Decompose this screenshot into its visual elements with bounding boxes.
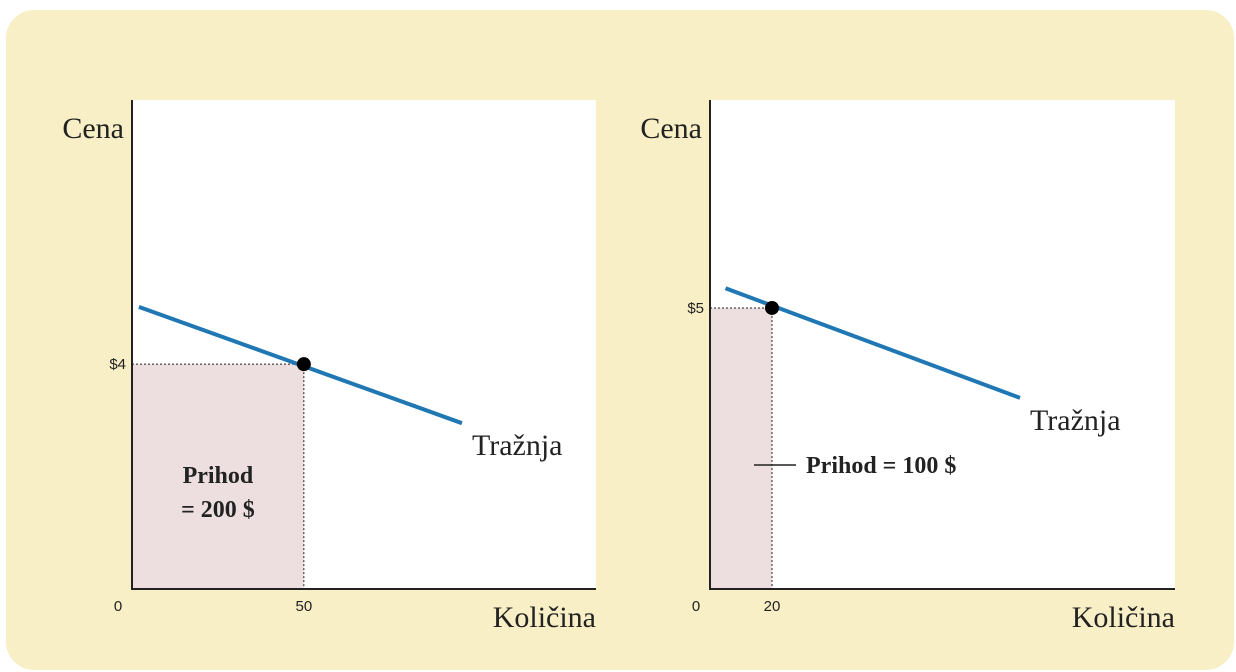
y-tick-label: $5	[687, 300, 704, 317]
chart-right: Tražnja Cena Količina 0 20 $5 Prihod = 100 $	[640, 100, 1175, 634]
chart-left: Tražnja Cena Količina 0 50 $4 Prihod = 200 $	[62, 100, 596, 634]
x-axis-label: Količina	[493, 601, 596, 634]
equilibrium-point	[765, 300, 779, 315]
plot-area	[710, 100, 1175, 589]
revenue-label: Prihod	[183, 463, 254, 489]
x-tick-label: 20	[764, 598, 781, 615]
demand-label: Tražnja	[472, 429, 563, 462]
x-tick-label: 0	[114, 598, 122, 615]
revenue-label: Prihod = 100 $	[806, 453, 956, 479]
y-tick-label: $4	[109, 356, 126, 373]
x-tick-label: 0	[692, 598, 700, 615]
y-axis-label: Cena	[640, 112, 702, 145]
demand-label: Tražnja	[1030, 404, 1121, 437]
equilibrium-point	[296, 357, 311, 372]
x-axis-label: Količina	[1072, 601, 1175, 634]
x-tick-label: 50	[296, 598, 313, 615]
y-axis-label: Cena	[62, 112, 124, 145]
revenue-area	[132, 364, 304, 589]
revenue-label: = 200 $	[181, 497, 255, 523]
revenue-area	[710, 307, 772, 589]
